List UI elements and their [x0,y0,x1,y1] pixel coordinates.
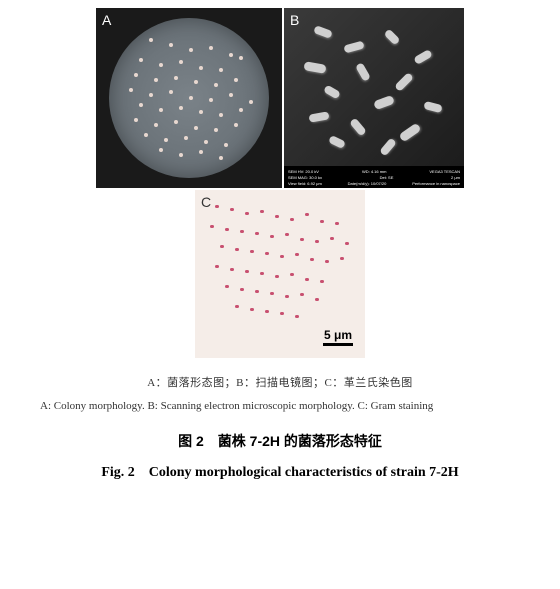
top-panel-row: A [96,8,464,188]
sem-tag: Performance in nanospace [412,181,460,186]
caption-cn-legend: A：菌落形态图；B：扫描电镜图；C：革兰氏染色图 [147,374,413,390]
figure-title-en: Fig. 2 Colony morphological characterist… [101,461,458,481]
scale-bar-container: 5 μm [323,328,353,346]
sem-image: SEM HV: 20.0 kV WD: 4.16 mm VEGA3 TESCAN… [284,8,464,188]
sem-view: View field: 6.92 μm [288,181,322,186]
sem-mag: SEM MAG: 30.0 kx [288,175,322,180]
sem-wd: WD: 4.16 mm [362,169,386,174]
sem-footer: SEM HV: 20.0 kV WD: 4.16 mm VEGA3 TESCAN… [284,166,464,188]
panel-c: C [195,190,365,358]
panel-a-label: A [102,12,111,28]
sem-brand: VEGA3 TESCAN [429,169,460,174]
sem-hv: SEM HV: 20.0 kV [288,169,319,174]
figure-title-cn: 图 2 菌株 7-2H 的菌落形态特征 [178,431,382,451]
panel-a: A [96,8,282,188]
sem-date: Date(m/d/y): 10/07/20 [348,181,387,186]
sem-det: Det: SE [380,175,394,180]
caption-en-legend: A: Colony morphology. B: Scanning electr… [40,396,520,417]
figure-container: A [40,8,520,481]
gram-stain-image: 5 μm [195,190,365,358]
panel-c-label: C [201,194,211,210]
scale-bar [323,343,353,346]
sem-scale: 2 μm [451,175,460,180]
scale-text: 5 μm [324,328,352,342]
petri-dish [109,18,269,178]
panel-b-label: B [290,12,299,28]
panel-b: B SEM HV: 20.0 kV [284,8,464,188]
